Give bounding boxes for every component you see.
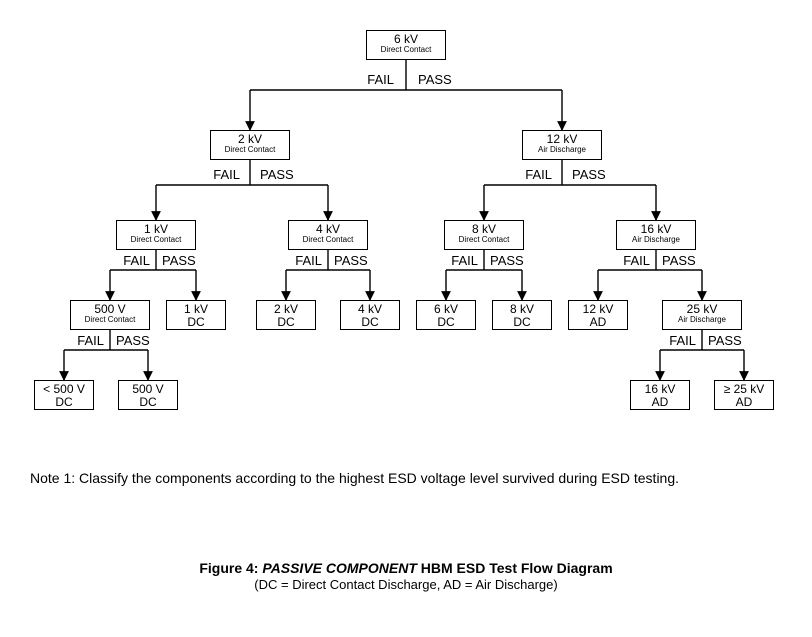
edge-label: FAIL — [451, 253, 478, 268]
node-500v-dc: 500 V Direct Contact — [70, 300, 150, 330]
node-label-line2: Direct Contact — [213, 146, 287, 154]
node-label-line1: 16 kV — [633, 383, 687, 396]
node-label-line1: 4 kV — [343, 303, 397, 316]
node-label-line1: 6 kV — [369, 33, 443, 46]
node-label-line1: 500 V — [121, 383, 175, 396]
node-label-line2: DC — [343, 316, 397, 329]
node-label-line1: ≥ 25 kV — [717, 383, 771, 396]
edge-label: PASS — [708, 333, 742, 348]
edge-label: FAIL — [525, 167, 552, 182]
node-label-line1: 8 kV — [495, 303, 549, 316]
leaf-12kv-ad: 12 kV AD — [568, 300, 628, 330]
node-4kv-dc: 4 kV Direct Contact — [288, 220, 368, 250]
node-label-line2: DC — [121, 396, 175, 409]
edge-label: FAIL — [77, 333, 104, 348]
edge-label: PASS — [490, 253, 524, 268]
node-label-line2: DC — [169, 316, 223, 329]
leaf-lt500v-dc: < 500 V DC — [34, 380, 94, 410]
edge-label: FAIL — [295, 253, 322, 268]
node-2kv-dc: 2 kV Direct Contact — [210, 130, 290, 160]
node-label-line1: 2 kV — [259, 303, 313, 316]
node-label-line1: 1 kV — [119, 223, 193, 236]
leaf-500v-dc: 500 V DC — [118, 380, 178, 410]
leaf-8kv-dc: 8 kV DC — [492, 300, 552, 330]
edge-label: PASS — [162, 253, 196, 268]
figure-subtitle: (DC = Direct Contact Discharge, AD = Air… — [254, 577, 557, 592]
node-label-line1: 1 kV — [169, 303, 223, 316]
edge-label: FAIL — [669, 333, 696, 348]
leaf-16kv-ad: 16 kV AD — [630, 380, 690, 410]
node-12kv-ad: 12 kV Air Discharge — [522, 130, 602, 160]
edge-label: FAIL — [623, 253, 650, 268]
edge-label: PASS — [334, 253, 368, 268]
node-8kv-dc: 8 kV Direct Contact — [444, 220, 524, 250]
node-label-line1: < 500 V — [37, 383, 91, 396]
leaf-ge25kv-ad: ≥ 25 kV AD — [714, 380, 774, 410]
node-label-line1: 16 kV — [619, 223, 693, 236]
edge-label: FAIL — [213, 167, 240, 182]
node-label-line2: AD — [571, 316, 625, 329]
node-label-line1: 4 kV — [291, 223, 365, 236]
node-label-line2: Direct Contact — [119, 236, 193, 244]
figure-emph: PASSIVE COMPONENT — [262, 560, 417, 576]
figure-suffix: HBM ESD Test Flow Diagram — [417, 560, 613, 576]
node-label-line2: Direct Contact — [73, 316, 147, 324]
edge-label: FAIL — [123, 253, 150, 268]
node-16kv-ad: 16 kV Air Discharge — [616, 220, 696, 250]
node-label-line2: AD — [633, 396, 687, 409]
node-label-line2: DC — [419, 316, 473, 329]
node-label-line2: DC — [259, 316, 313, 329]
node-label-line2: Direct Contact — [369, 46, 443, 54]
leaf-4kv-dc: 4 kV DC — [340, 300, 400, 330]
note-text: Note 1: Classify the components accordin… — [30, 470, 679, 486]
diagram-canvas: 6 kV Direct Contact 2 kV Direct Contact … — [0, 0, 812, 637]
node-label-line1: 8 kV — [447, 223, 521, 236]
leaf-2kv-dc: 2 kV DC — [256, 300, 316, 330]
edge-label: FAIL — [367, 72, 394, 87]
figure-prefix: Figure 4: — [199, 560, 262, 576]
node-label-line2: AD — [717, 396, 771, 409]
node-label-line1: 2 kV — [213, 133, 287, 146]
node-label-line2: Air Discharge — [525, 146, 599, 154]
node-label-line2: Air Discharge — [619, 236, 693, 244]
edge-label: PASS — [116, 333, 150, 348]
leaf-6kv-dc: 6 kV DC — [416, 300, 476, 330]
node-6kv-dc: 6 kV Direct Contact — [366, 30, 446, 60]
node-label-line1: 25 kV — [665, 303, 739, 316]
node-label-line1: 6 kV — [419, 303, 473, 316]
node-label-line1: 12 kV — [571, 303, 625, 316]
node-label-line1: 500 V — [73, 303, 147, 316]
leaf-1kv-dc: 1 kV DC — [166, 300, 226, 330]
figure-caption: Figure 4: PASSIVE COMPONENT HBM ESD Test… — [0, 560, 812, 592]
edge-label: PASS — [572, 167, 606, 182]
node-label-line2: DC — [495, 316, 549, 329]
node-label-line2: DC — [37, 396, 91, 409]
node-label-line2: Air Discharge — [665, 316, 739, 324]
node-label-line1: 12 kV — [525, 133, 599, 146]
node-label-line2: Direct Contact — [291, 236, 365, 244]
edge-label: PASS — [260, 167, 294, 182]
edge-label: PASS — [418, 72, 452, 87]
node-1kv-dc: 1 kV Direct Contact — [116, 220, 196, 250]
edge-label: PASS — [662, 253, 696, 268]
node-label-line2: Direct Contact — [447, 236, 521, 244]
node-25kv-ad: 25 kV Air Discharge — [662, 300, 742, 330]
